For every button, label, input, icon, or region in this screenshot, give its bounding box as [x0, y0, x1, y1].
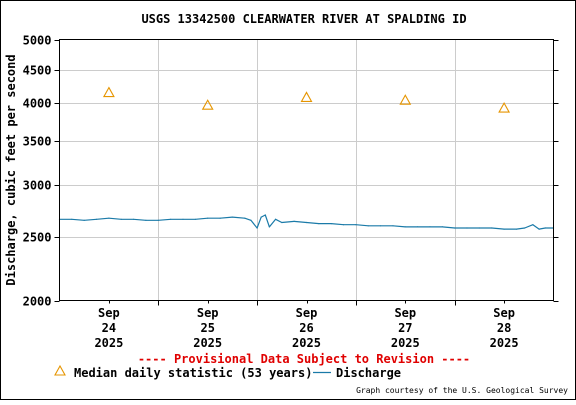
- discharge-line-segment: [532, 224, 540, 230]
- discharge-line-segment: [275, 218, 283, 224]
- discharge-line-segment: [515, 227, 526, 230]
- discharge-line-segment: [219, 216, 233, 219]
- x-tick-day: 25: [200, 321, 214, 335]
- y-tick-label: 2500: [23, 231, 52, 245]
- x-tick-month: Sep: [296, 306, 318, 320]
- y-tick-label: 4500: [23, 64, 52, 78]
- x-tick-day: 26: [299, 321, 313, 335]
- discharge-line-segment: [268, 218, 277, 228]
- x-tick-month: Sep: [493, 306, 515, 320]
- discharge-line-segment: [194, 217, 209, 220]
- legend-median-label: Median daily statistic (53 years): [74, 366, 312, 380]
- discharge-line-segment: [244, 217, 252, 221]
- median-triangle-marker: [300, 91, 313, 102]
- credit-text: Graph courtesy of the U.S. Geological Su…: [356, 386, 568, 395]
- provisional-notice: ---- Provisional Data Subject to Revisio…: [138, 352, 470, 366]
- x-tick-year: 2025: [391, 336, 420, 350]
- legend-discharge-label: Discharge: [336, 366, 401, 380]
- discharge-line-segment: [256, 216, 262, 229]
- median-triangle-marker: [399, 94, 412, 105]
- legend: Median daily statistic (53 years) Dischar…: [54, 364, 401, 380]
- y-tick-label: 2000: [23, 295, 52, 309]
- discharge-line-segment: [250, 219, 258, 229]
- discharge-series: [58, 214, 555, 230]
- y-tick-label: 3500: [23, 135, 52, 149]
- series-layer: [58, 86, 555, 230]
- discharge-line-segment: [108, 217, 122, 220]
- discharge-line-segment: [293, 220, 308, 224]
- median-triangle-marker: [498, 101, 511, 113]
- chart-title: USGS 13342500 CLEARWATER RIVER AT SPALDI…: [141, 12, 466, 26]
- x-tick-year: 2025: [490, 336, 519, 350]
- plot-frame: [59, 39, 554, 301]
- discharge-line-segment: [83, 218, 98, 221]
- x-tick-year: 2025: [193, 336, 222, 350]
- discharge-line-segment: [538, 227, 546, 230]
- discharge-line-segment: [524, 224, 534, 229]
- grid-lines: [59, 39, 554, 301]
- discharge-line-segment: [264, 214, 270, 228]
- discharge-line-segment: [231, 216, 246, 219]
- discharge-line-segment: [491, 227, 505, 230]
- y-tick-label: 3000: [23, 179, 52, 193]
- median-series: [102, 86, 511, 113]
- median-triangle-marker: [201, 99, 214, 110]
- x-tick-day: 24: [102, 321, 116, 335]
- x-tick-month: Sep: [197, 306, 219, 320]
- median-triangle-marker: [102, 86, 115, 98]
- y-tick-label: 5000: [23, 34, 52, 48]
- discharge-line-segment: [157, 218, 172, 221]
- axis-layer: 2000250030003500400045005000Sep242025Sep…: [23, 34, 559, 350]
- discharge-line-segment: [71, 218, 85, 221]
- legend-triangle-icon: [54, 364, 66, 376]
- discharge-line-segment: [281, 220, 295, 224]
- discharge-line-segment: [355, 224, 369, 227]
- x-tick-day: 27: [398, 321, 412, 335]
- discharge-line-segment: [392, 225, 406, 228]
- discharge-line-segment: [330, 223, 345, 226]
- discharge-line-segment: [305, 221, 320, 225]
- y-tick-label: 4000: [23, 97, 52, 111]
- discharge-line-segment: [133, 218, 147, 221]
- x-tick-year: 2025: [94, 336, 123, 350]
- discharge-line-segment: [441, 226, 456, 229]
- x-tick-year: 2025: [292, 336, 321, 350]
- discharge-line-segment: [260, 214, 266, 218]
- x-tick-day: 28: [497, 321, 511, 335]
- discharge-line-segment: [95, 217, 110, 220]
- x-tick-month: Sep: [98, 306, 120, 320]
- y-axis-label: Discharge, cubic feet per second: [4, 54, 18, 285]
- x-tick-month: Sep: [394, 306, 416, 320]
